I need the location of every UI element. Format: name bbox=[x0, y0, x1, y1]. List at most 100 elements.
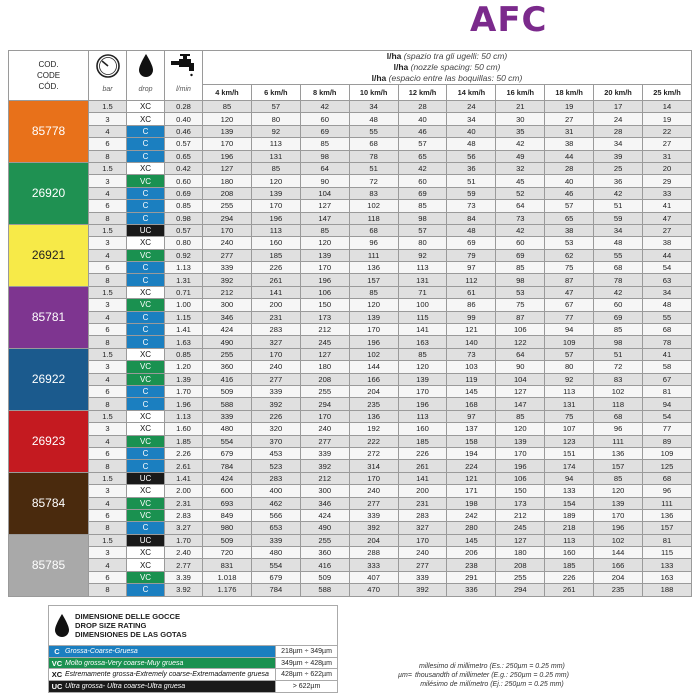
rate-cell: 34 bbox=[593, 223, 644, 238]
rate-cell: 151 bbox=[544, 446, 595, 461]
rate-cell: 204 bbox=[593, 570, 644, 585]
rate-cell: 180 bbox=[495, 546, 546, 560]
rate-cell: 120 bbox=[593, 484, 644, 498]
flow-cell: 0.57 bbox=[164, 223, 203, 238]
drop-size-badge: VC bbox=[126, 298, 165, 312]
rate-cell: 96 bbox=[593, 422, 644, 436]
rate-cell: 360 bbox=[202, 360, 252, 374]
rate-cell: 61 bbox=[446, 285, 497, 300]
rate-cell: 48 bbox=[642, 298, 692, 312]
rate-cell: 19 bbox=[642, 112, 692, 126]
rate-cell: 42 bbox=[495, 137, 546, 151]
rate-cell: 19 bbox=[544, 99, 595, 114]
rate-cell: 53 bbox=[495, 285, 546, 300]
rate-cell: 125 bbox=[642, 459, 692, 473]
pressure-cell: 4 bbox=[88, 124, 127, 139]
speed-header: 10 km/h bbox=[348, 84, 399, 101]
rate-cell: 208 bbox=[202, 186, 252, 201]
rate-cell: 69 bbox=[446, 236, 497, 250]
rate-cell: 28 bbox=[544, 161, 595, 176]
rate-cell: 104 bbox=[495, 372, 546, 387]
pressure-cell: 6 bbox=[88, 199, 127, 213]
flow-cell: 2.00 bbox=[164, 484, 203, 498]
table-row: 85778 1.5 XC 0.28 85 57 42 34 28 24 21 19 17 14 bbox=[8, 99, 692, 163]
rate-cell: 240 bbox=[250, 360, 301, 374]
rate-cell: 144 bbox=[593, 546, 644, 560]
flow-header: l/min bbox=[164, 50, 203, 101]
rate-cell: 424 bbox=[299, 508, 350, 523]
rate-cell: 392 bbox=[250, 397, 301, 411]
faucet-icon bbox=[170, 54, 194, 77]
rate-cell: 63 bbox=[642, 273, 692, 287]
flow-cell: 0.40 bbox=[164, 112, 203, 126]
rate-cell: 174 bbox=[544, 459, 595, 473]
rate-cell: 416 bbox=[202, 372, 252, 387]
rate-cell: 90 bbox=[495, 360, 546, 374]
rate-cell: 17 bbox=[593, 99, 644, 114]
drop-size-badge: XC bbox=[126, 558, 165, 572]
rate-cell: 509 bbox=[202, 533, 252, 548]
table-row: 4 VC 1.85 554 370 277 222 185 158 139 123 111 89 bbox=[9, 434, 692, 448]
rate-cell: 831 bbox=[202, 558, 252, 572]
rate-cell: 127 bbox=[299, 199, 350, 213]
rate-cell: 121 bbox=[446, 471, 497, 486]
rate-cell: 1.176 bbox=[202, 583, 252, 597]
rate-cell: 170 bbox=[202, 137, 252, 151]
legend-range: 349µm ÷ 428µm bbox=[275, 657, 337, 668]
rate-cell: 392 bbox=[397, 583, 448, 597]
rate-cell: 141 bbox=[397, 471, 448, 486]
rate-cell: 57 bbox=[250, 99, 301, 114]
rate-cell: 113 bbox=[544, 533, 595, 548]
rate-cell: 27 bbox=[642, 223, 692, 238]
rate-cell: 255 bbox=[299, 384, 350, 399]
rate-cell: 212 bbox=[299, 471, 350, 486]
drop-size-badge: XC bbox=[126, 422, 165, 436]
nozzle-code: 85784 bbox=[8, 471, 89, 535]
drop-size-badge: C bbox=[126, 335, 165, 349]
rate-cell: 277 bbox=[202, 248, 252, 263]
rate-cell: 131 bbox=[250, 149, 301, 163]
rate-cell: 226 bbox=[250, 409, 301, 424]
legend-code: VC bbox=[51, 658, 63, 668]
rate-cell: 240 bbox=[348, 484, 399, 498]
speed-header: 14 km/h bbox=[446, 84, 497, 101]
rate-cell: 47 bbox=[642, 211, 692, 225]
rate-cell: 339 bbox=[397, 570, 448, 585]
rate-cell: 92 bbox=[397, 248, 448, 263]
flow-cell: 3.27 bbox=[164, 521, 203, 535]
rate-cell: 42 bbox=[593, 186, 644, 201]
rate-cell: 60 bbox=[495, 236, 546, 250]
rate-cell: 980 bbox=[202, 521, 252, 535]
drop-size-badge: C bbox=[126, 384, 165, 399]
rate-cell: 102 bbox=[593, 384, 644, 399]
pressure-cell: 4 bbox=[88, 372, 127, 387]
drop-size-badge: C bbox=[126, 124, 165, 139]
rate-cell: 109 bbox=[642, 446, 692, 461]
rate-cell: 480 bbox=[250, 546, 301, 560]
drop-size-badge: VC bbox=[126, 248, 165, 263]
flow-cell: 2.77 bbox=[164, 558, 203, 572]
table-row: 6 VC 2.83 849 566 424 339 283 242 212 189 170 136 bbox=[9, 508, 692, 523]
rate-cell: 59 bbox=[446, 186, 497, 201]
rate-cell: 41 bbox=[642, 199, 692, 213]
pressure-cell: 1.5 bbox=[88, 285, 127, 300]
rate-cell: 86 bbox=[446, 298, 497, 312]
pressure-cell: 8 bbox=[88, 397, 127, 411]
rate-cell: 231 bbox=[397, 496, 448, 510]
legend-item: XC Estremamente grossa-Extremely coarse-E… bbox=[49, 669, 337, 681]
rate-cell: 133 bbox=[544, 484, 595, 498]
rate-cell: 255 bbox=[299, 533, 350, 548]
rate-cell: 97 bbox=[446, 261, 497, 275]
rate-cell: 206 bbox=[446, 546, 497, 560]
rate-cell: 131 bbox=[544, 397, 595, 411]
rate-cell: 240 bbox=[397, 546, 448, 560]
rate-cell: 87 bbox=[495, 310, 546, 325]
legend-range: > 622µm bbox=[275, 680, 337, 692]
rate-cell: 131 bbox=[397, 273, 448, 287]
rate-cell: 34 bbox=[642, 285, 692, 300]
flow-cell: 0.69 bbox=[164, 186, 203, 201]
rate-cell: 139 bbox=[299, 248, 350, 263]
rate-cell: 166 bbox=[348, 372, 399, 387]
rate-cell: 69 bbox=[299, 124, 350, 139]
rate-cell: 42 bbox=[397, 161, 448, 176]
